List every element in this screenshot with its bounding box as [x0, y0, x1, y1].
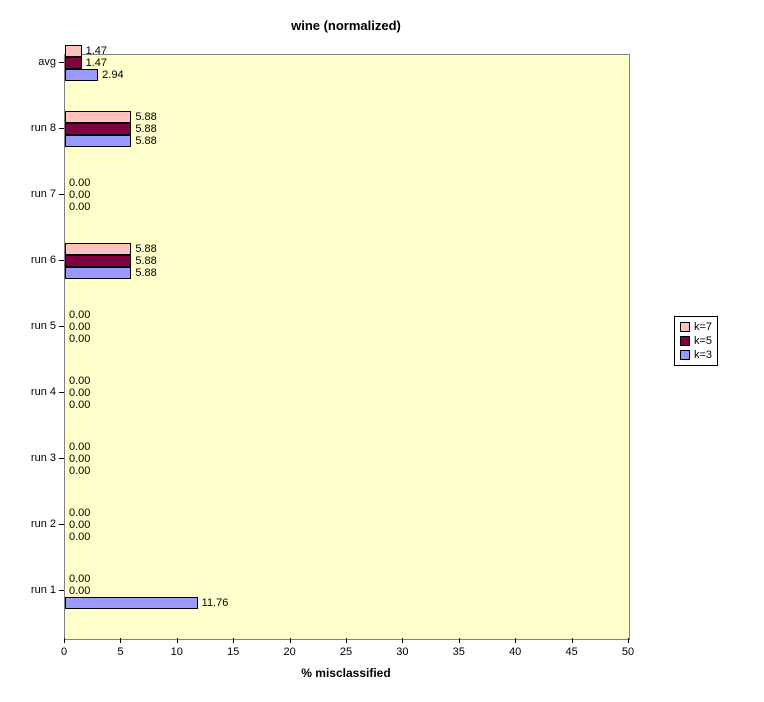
legend-item: k=7 — [680, 320, 712, 334]
value-label: 11.76 — [202, 597, 229, 609]
y-tick — [59, 590, 64, 591]
bar — [65, 123, 131, 135]
x-tick-label: 10 — [171, 646, 183, 658]
x-tick-label: 40 — [509, 646, 521, 658]
value-label: 0.00 — [69, 189, 90, 201]
y-tick — [59, 62, 64, 63]
bar — [65, 57, 82, 69]
y-tick-label: run 3 — [6, 452, 56, 464]
legend-swatch — [680, 322, 690, 332]
value-label: 0.00 — [69, 453, 90, 465]
bar — [65, 111, 131, 123]
value-label: 1.47 — [86, 45, 107, 57]
legend-label: k=7 — [694, 320, 712, 334]
x-tick-label: 15 — [227, 646, 239, 658]
x-tick — [572, 638, 573, 643]
value-label: 0.00 — [69, 585, 90, 597]
value-label: 0.00 — [69, 375, 90, 387]
legend: k=7k=5k=3 — [674, 316, 718, 366]
value-label: 5.88 — [135, 255, 156, 267]
value-label: 5.88 — [135, 135, 156, 147]
value-label: 0.00 — [69, 465, 90, 477]
value-label: 0.00 — [69, 309, 90, 321]
bar — [65, 135, 131, 147]
value-label: 5.88 — [135, 123, 156, 135]
value-label: 0.00 — [69, 201, 90, 213]
x-tick — [459, 638, 460, 643]
bar — [65, 255, 131, 267]
x-tick — [290, 638, 291, 643]
value-label: 5.88 — [135, 243, 156, 255]
bar — [65, 69, 98, 81]
y-tick — [59, 392, 64, 393]
value-label: 1.47 — [86, 57, 107, 69]
x-tick-label: 45 — [565, 646, 577, 658]
value-label: 0.00 — [69, 573, 90, 585]
x-tick — [177, 638, 178, 643]
bar — [65, 45, 82, 57]
x-tick — [402, 638, 403, 643]
y-tick — [59, 194, 64, 195]
y-tick — [59, 260, 64, 261]
y-tick-label: run 1 — [6, 584, 56, 596]
bar — [65, 597, 198, 609]
bar — [65, 243, 131, 255]
x-tick — [233, 638, 234, 643]
x-tick-label: 0 — [61, 646, 67, 658]
chart-title: wine (normalized) — [64, 18, 628, 33]
legend-label: k=3 — [694, 348, 712, 362]
legend-swatch — [680, 350, 690, 360]
legend-item: k=3 — [680, 348, 712, 362]
legend-label: k=5 — [694, 334, 712, 348]
x-tick-label: 50 — [622, 646, 634, 658]
value-label: 0.00 — [69, 177, 90, 189]
value-label: 5.88 — [135, 267, 156, 279]
y-tick-label: run 2 — [6, 518, 56, 530]
y-tick-label: run 4 — [6, 386, 56, 398]
y-tick-label: run 5 — [6, 320, 56, 332]
x-tick-label: 25 — [340, 646, 352, 658]
y-tick-label: run 8 — [6, 122, 56, 134]
bar — [65, 267, 131, 279]
value-label: 0.00 — [69, 387, 90, 399]
value-label: 0.00 — [69, 399, 90, 411]
y-tick-label: run 7 — [6, 188, 56, 200]
value-label: 5.88 — [135, 111, 156, 123]
y-tick-label: run 6 — [6, 254, 56, 266]
value-label: 0.00 — [69, 519, 90, 531]
y-tick — [59, 326, 64, 327]
plot-area: 0.000.0011.760.000.000.000.000.000.000.0… — [64, 54, 630, 640]
x-tick — [64, 638, 65, 643]
x-tick — [515, 638, 516, 643]
x-tick-label: 30 — [396, 646, 408, 658]
value-label: 0.00 — [69, 507, 90, 519]
value-label: 0.00 — [69, 531, 90, 543]
y-tick — [59, 128, 64, 129]
value-label: 0.00 — [69, 333, 90, 345]
y-tick — [59, 458, 64, 459]
value-label: 0.00 — [69, 441, 90, 453]
legend-item: k=5 — [680, 334, 712, 348]
y-tick — [59, 524, 64, 525]
value-label: 0.00 — [69, 321, 90, 333]
x-tick — [346, 638, 347, 643]
x-tick-label: 5 — [117, 646, 123, 658]
value-label: 2.94 — [102, 69, 123, 81]
x-tick-label: 35 — [453, 646, 465, 658]
x-tick-label: 20 — [283, 646, 295, 658]
legend-swatch — [680, 336, 690, 346]
y-tick-label: avg — [6, 56, 56, 68]
x-tick — [628, 638, 629, 643]
x-axis-title: % misclassified — [64, 666, 628, 680]
x-tick — [120, 638, 121, 643]
chart-container: wine (normalized) 0.000.0011.760.000.000… — [0, 0, 764, 702]
